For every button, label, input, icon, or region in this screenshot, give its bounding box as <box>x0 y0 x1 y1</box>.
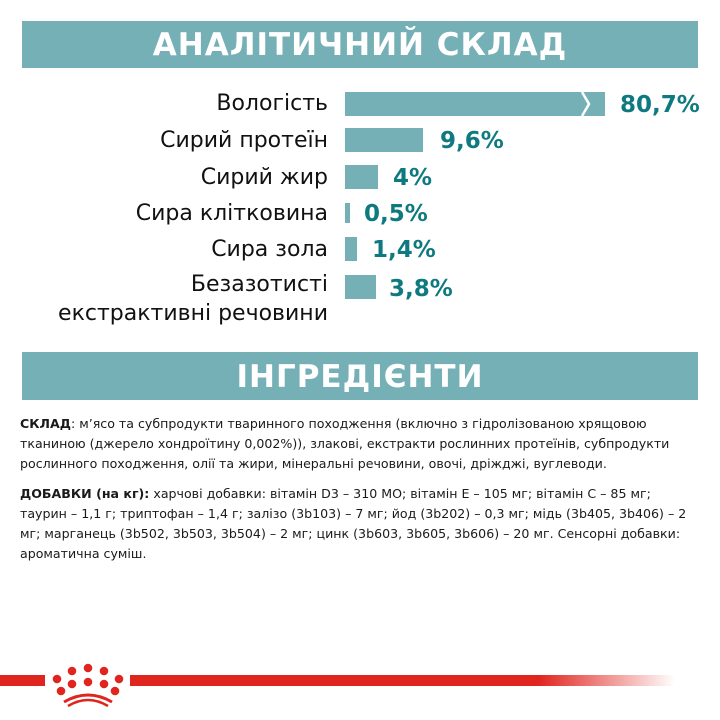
row-label-protein: Сирий протеїн <box>160 128 328 153</box>
value-moisture: 80,7% <box>620 92 700 118</box>
value-ash: 1,4% <box>372 237 436 263</box>
brand-line-right <box>130 675 675 686</box>
row-label-fibre: Сира клітковина <box>135 201 328 226</box>
bar-nfe <box>345 275 376 299</box>
row-label-fat: Сирий жир <box>200 165 328 190</box>
value-fat: 4% <box>393 165 433 191</box>
value-fibre: 0,5% <box>364 201 428 227</box>
composition-text: : м’ясо та субпродукти тваринного походж… <box>20 416 670 471</box>
value-protein: 9,6% <box>440 128 504 154</box>
bar-ash <box>345 237 357 261</box>
bar-fat <box>345 165 378 189</box>
additives-text: харчові добавки: вітамін D3 – 310 МО; ві… <box>20 486 687 561</box>
row-label-nfe-line2: екстрактивні речовини <box>58 301 328 326</box>
ingredients-header: ІНГРЕДІЄНТИ <box>22 352 698 400</box>
bar-moisture <box>345 92 605 116</box>
value-nfe: 3,8% <box>389 276 453 302</box>
additives-label: ДОБАВКИ (на кг): <box>20 486 150 501</box>
row-label-ash: Сира зола <box>211 237 328 262</box>
composition-paragraph: СКЛАД: м’ясо та субпродукти тваринного п… <box>20 414 700 474</box>
analysis-header: АНАЛІТИЧНИЙ СКЛАД <box>22 21 698 68</box>
row-label-moisture: Вологість <box>216 91 328 116</box>
composition-label: СКЛАД <box>20 416 71 431</box>
row-label-nfe-line1: Безазотисті <box>190 272 328 297</box>
break-chevron-icon <box>581 92 591 116</box>
royal-canin-crown-icon <box>52 663 124 708</box>
bar-protein <box>345 128 423 152</box>
bar-fibre <box>345 203 350 223</box>
additives-paragraph: ДОБАВКИ (на кг): харчові добавки: вітамі… <box>20 484 700 564</box>
brand-line-left <box>0 675 45 686</box>
